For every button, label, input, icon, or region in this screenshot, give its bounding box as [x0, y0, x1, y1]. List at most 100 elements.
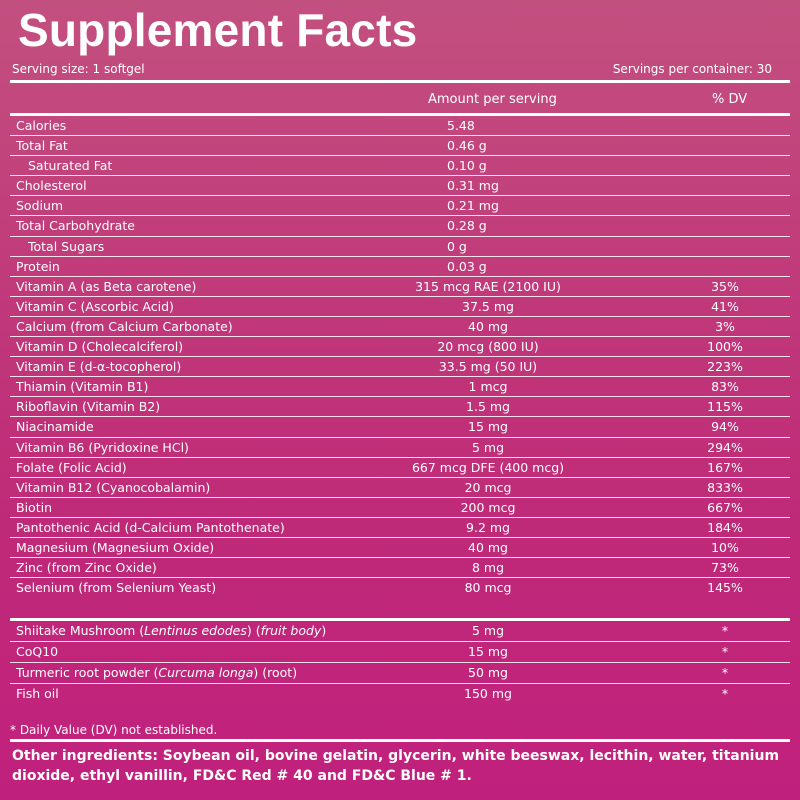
- nutrient-name: Biotin: [16, 499, 52, 515]
- table-row: Selenium (from Selenium Yeast) 80 mcg 145%: [10, 578, 790, 598]
- table-row: Protein 0.03 g: [10, 257, 790, 277]
- nutrient-name: Vitamin D (Cholecalciferol): [16, 339, 184, 355]
- nutrient-name: Vitamin E (d-α-tocopherol): [16, 359, 182, 375]
- nutrient-name: Fish oil: [16, 686, 59, 702]
- nutrient-dv: 833%: [707, 479, 743, 495]
- nutrient-dv: 10%: [711, 539, 739, 555]
- table-row: Cholesterol 0.31 mg: [10, 176, 790, 197]
- divider-bottom: [10, 739, 790, 742]
- table-row: Thiamin (Vitamin B1) 1 mcg 83%: [10, 377, 790, 398]
- name-part: Turmeric root powder (: [16, 665, 159, 681]
- table-row: Niacinamide 15 mg 94%: [10, 417, 790, 438]
- nutrient-name: Magnesium (Magnesium Oxide): [16, 539, 215, 555]
- table-row: Riboflavin (Vitamin B2) 1.5 mg 115%: [10, 397, 790, 418]
- other-ingredients: Other ingredients: Soybean oil, bovine g…: [12, 748, 780, 784]
- table-row: Biotin 200 mcg 667%: [10, 498, 790, 518]
- nutrient-amount: 667 mcg DFE (400 mcg): [411, 459, 565, 475]
- nutrient-dv: *: [721, 644, 729, 660]
- table-row: Total Fat 0.46 g: [10, 136, 790, 157]
- nutrient-dv: 100%: [707, 339, 743, 355]
- table-row: Saturated Fat 0.10 g: [10, 156, 790, 177]
- nutrient-name: Protein: [16, 258, 60, 274]
- nutrient-dv: 35%: [711, 278, 739, 294]
- nutrient-amount: 5 mg: [471, 623, 505, 638]
- nutrient-name: Vitamin B6 (Pyridoxine HCl): [16, 439, 189, 455]
- table-row: Zinc (from Zinc Oxide) 8 mg 73%: [10, 558, 790, 579]
- table-row: Vitamin B12 (Cyanocobalamin) 20 mcg 833%: [10, 478, 790, 498]
- nutrient-name: Shiitake Mushroom (Lentinus edodes) (fru…: [16, 622, 326, 639]
- nutrient-amount: 20 mcg: [464, 479, 512, 495]
- nutrient-dv: 73%: [711, 560, 739, 576]
- nutrient-name: Calcium (from Calcium Carbonate): [16, 318, 233, 334]
- nutrient-amount: 0.10 g: [447, 158, 487, 174]
- nutrient-name: Turmeric root powder (Curcuma longa) (ro…: [16, 664, 297, 681]
- nutrient-name: Cholesterol: [16, 178, 87, 194]
- nutrient-name: Vitamin B12 (Cyanocobalamin): [16, 479, 211, 495]
- nutrient-amount: 0.31 mg: [447, 178, 499, 194]
- table-row: Pantothenic Acid (d-Calcium Pantothenate…: [10, 518, 790, 538]
- nutrient-amount: 150 mg: [464, 686, 512, 702]
- latin-name: Lentinus edodes: [144, 623, 247, 638]
- nutrient-name: Pantothenic Acid (d-Calcium Pantothenate…: [16, 519, 285, 535]
- nutrient-amount: 20 mcg (800 IU): [437, 339, 539, 355]
- nutrient-name: Selenium (from Selenium Yeast): [16, 580, 217, 596]
- column-header-dv: % DV: [712, 92, 748, 107]
- nutrient-amount: 5.48: [447, 118, 475, 133]
- nutrient-name: Saturated Fat: [28, 158, 113, 174]
- table-row: Calcium (from Calcium Carbonate) 40 mg 3%: [10, 317, 790, 338]
- nutrient-dv: 41%: [711, 298, 739, 314]
- nutrient-dv: 167%: [707, 459, 743, 475]
- nutrient-name: CoQ10: [16, 644, 59, 660]
- nutrient-name: Thiamin (Vitamin B1): [16, 379, 149, 395]
- table-row: Magnesium (Magnesium Oxide) 40 mg 10%: [10, 538, 790, 559]
- nutrient-dv: 83%: [711, 379, 739, 395]
- nutrient-dv: *: [721, 686, 729, 702]
- nutrient-name: Total Carbohydrate: [16, 218, 135, 234]
- nutrient-dv: 223%: [707, 359, 743, 375]
- dv-footnote: * Daily Value (DV) not established.: [10, 723, 218, 737]
- nutrient-name: Calories: [16, 118, 67, 133]
- nutrient-amount: 315 mcg RAE (2100 IU): [415, 278, 561, 294]
- nutrient-dv: 94%: [711, 419, 739, 435]
- nutrient-amount: 8 mg: [471, 560, 505, 576]
- column-header-amount: Amount per serving: [428, 92, 557, 107]
- table-row: Vitamin A (as Beta carotene) 315 mcg RAE …: [10, 277, 790, 297]
- nutrient-name: Sodium: [16, 198, 64, 214]
- name-part: Shiitake Mushroom (: [16, 623, 145, 638]
- nutrient-name: Vitamin A (as Beta carotene): [16, 278, 197, 294]
- nutrient-name: Vitamin C (Ascorbic Acid): [16, 298, 174, 314]
- nutrient-dv: 294%: [707, 439, 743, 455]
- nutrient-dv: 667%: [707, 499, 743, 515]
- divider-top: [10, 80, 790, 83]
- table-row: Vitamin B6 (Pyridoxine HCl) 5 mg 294%: [10, 438, 790, 458]
- latin-name: Curcuma longa: [158, 665, 254, 681]
- nutrient-table: Calories 5.48 Total Fat 0.46 g Saturated F…: [10, 116, 790, 598]
- other-nutrient-table: Shiitake Mushroom (Lentinus edodes) (fru…: [10, 621, 790, 705]
- table-row: Vitamin C (Ascorbic Acid) 37.5 mg 41%: [10, 297, 790, 317]
- nutrient-dv: 145%: [707, 580, 743, 596]
- table-row: Vitamin E (d-α-tocopherol) 33.5 mg (50 IU…: [10, 357, 790, 378]
- serving-size: Serving size: 1 softgel: [12, 62, 145, 76]
- nutrient-amount: 0.46 g: [447, 138, 487, 154]
- nutrient-amount: 40 mg: [468, 539, 508, 555]
- divider-header: [10, 113, 790, 116]
- table-row: Fish oil 150 mg *: [10, 684, 790, 705]
- nutrient-amount: 0.28 g: [447, 218, 487, 234]
- nutrient-dv: *: [721, 665, 729, 681]
- divider-other-ingredients: [10, 618, 790, 621]
- nutrient-amount: 50 mg: [468, 665, 508, 681]
- table-row: Total Carbohydrate 0.28 g: [10, 216, 790, 237]
- name-part: ): [321, 623, 327, 638]
- nutrient-amount: 80 mcg: [464, 580, 512, 596]
- nutrient-dv: *: [721, 623, 729, 638]
- nutrient-amount: 0 g: [447, 238, 467, 254]
- nutrient-name: Riboflavin (Vitamin B2): [16, 399, 161, 415]
- nutrient-dv: 3%: [715, 318, 735, 334]
- table-row: CoQ10 15 mg *: [10, 642, 790, 664]
- nutrient-name: Total Fat: [16, 138, 68, 154]
- nutrient-amount: 33.5 mg (50 IU): [438, 359, 538, 375]
- nutrient-amount: 1 mcg: [468, 379, 508, 395]
- nutrient-amount: 1.5 mg: [466, 399, 510, 415]
- table-row: Total Sugars 0 g: [10, 237, 790, 257]
- nutrient-name: Zinc (from Zinc Oxide): [16, 560, 157, 576]
